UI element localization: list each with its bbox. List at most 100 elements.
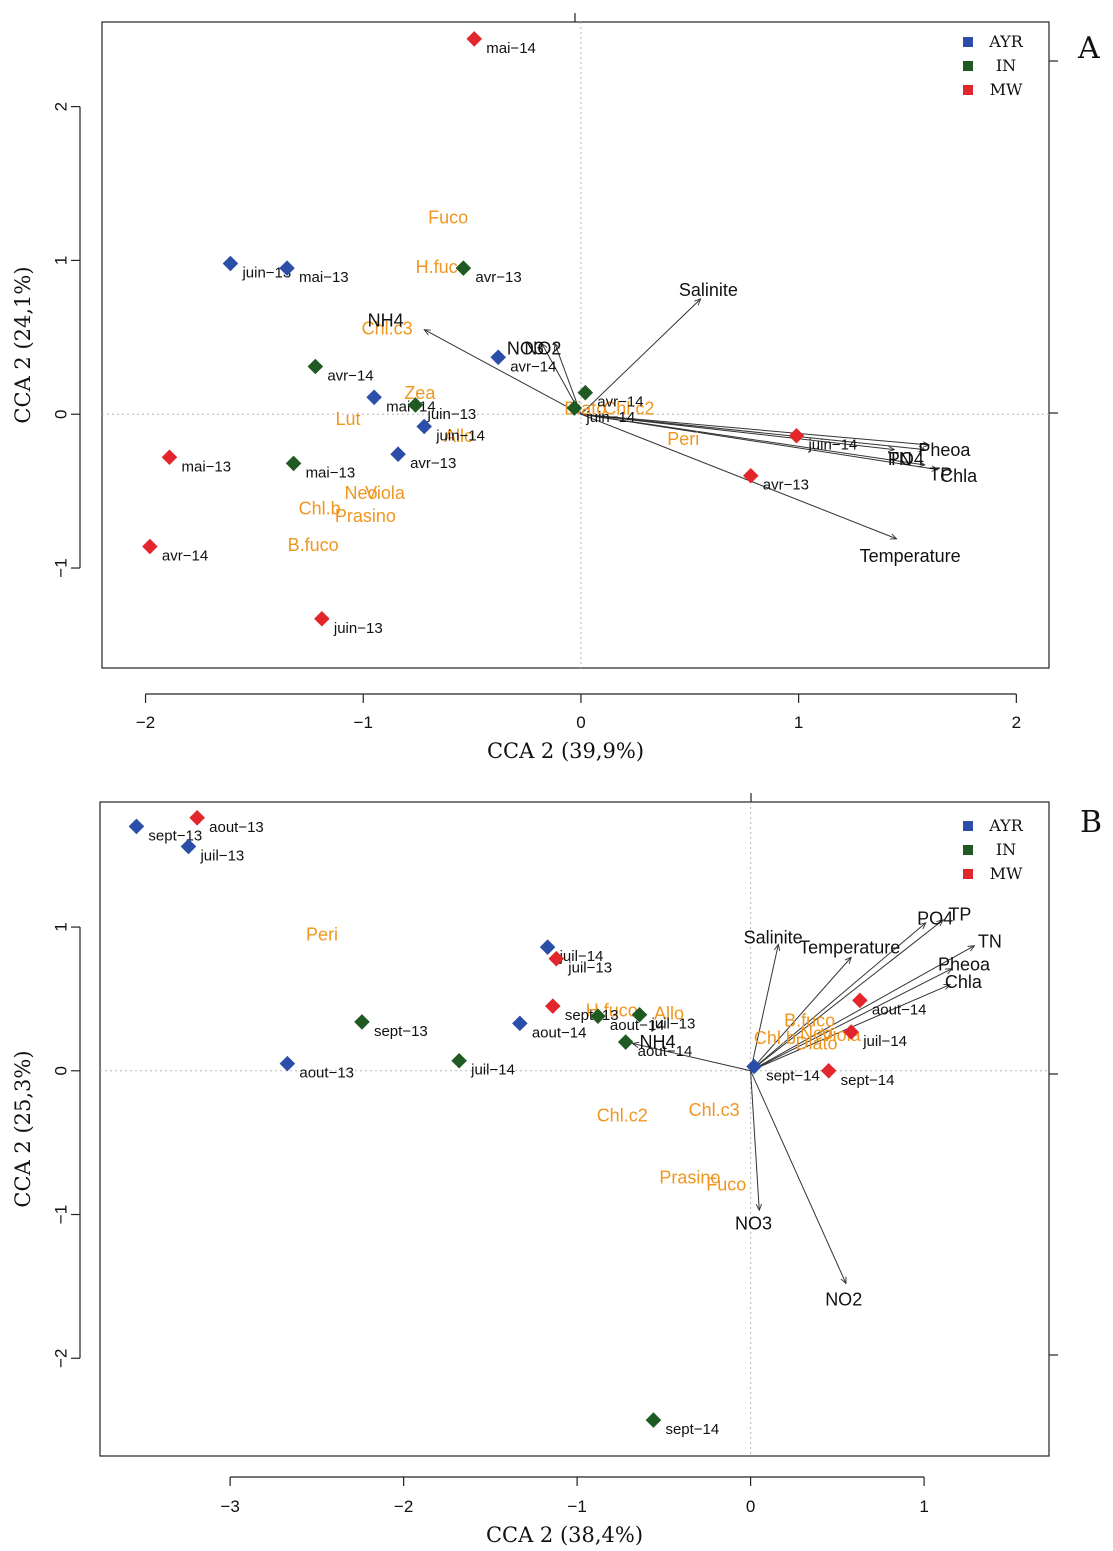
site-marker-in bbox=[354, 1014, 370, 1030]
legend-label: AYR bbox=[988, 816, 1023, 835]
env-vector-arrow bbox=[580, 299, 701, 415]
species-label: Peri bbox=[667, 429, 699, 449]
env-variable-label: Pheoa bbox=[918, 440, 971, 460]
y-tick-label: −2 bbox=[51, 1349, 70, 1368]
site-label: avr−13 bbox=[410, 455, 456, 472]
y-tick-label: 1 bbox=[51, 922, 70, 931]
y-tick-label: −1 bbox=[51, 558, 70, 577]
env-vector-arrow bbox=[633, 1043, 751, 1072]
env-variable-label: NO3 bbox=[507, 338, 544, 358]
site-label: juil−14 bbox=[862, 1033, 907, 1050]
site-marker-ayr bbox=[180, 838, 197, 855]
site-label: avr−13 bbox=[763, 477, 809, 494]
site-marker-ayr bbox=[128, 818, 145, 835]
env-variable-label: Temperature bbox=[860, 546, 961, 566]
site-marker-in bbox=[617, 1034, 634, 1050]
site-label: aout−13 bbox=[209, 819, 264, 836]
env-variable-label: TP bbox=[948, 904, 971, 924]
site-marker-in bbox=[645, 1412, 662, 1428]
env-variable-label: TN bbox=[888, 449, 912, 469]
species-label: Diato bbox=[796, 1034, 838, 1054]
site-marker-ayr bbox=[222, 255, 239, 272]
species-label: Fuco bbox=[428, 208, 468, 228]
legend-label: AYR bbox=[988, 32, 1023, 51]
site-marker-mw bbox=[788, 427, 805, 444]
site-label: avr−14 bbox=[597, 394, 643, 411]
panel-letter: B bbox=[1080, 805, 1102, 840]
plot-frame bbox=[99, 801, 1050, 1457]
env-variable-label: PO4 bbox=[917, 909, 953, 929]
species-label: Chl.b bbox=[299, 498, 341, 518]
species-label: Lut bbox=[335, 409, 360, 429]
site-marker-ayr bbox=[366, 389, 382, 406]
site-label: juil−14 bbox=[470, 1062, 515, 1079]
species-label: Neo bbox=[800, 1024, 833, 1044]
y-tick-label: 1 bbox=[51, 256, 70, 265]
species-label: Zea bbox=[404, 383, 436, 403]
site-label: sept−13 bbox=[148, 827, 202, 844]
species-label: Viola bbox=[365, 483, 406, 503]
env-variable-label: PO4 bbox=[888, 449, 924, 469]
env-variable-label: NH4 bbox=[368, 311, 404, 331]
legend-swatch bbox=[963, 869, 973, 879]
legend-swatch bbox=[963, 61, 973, 71]
site-label: mai−13 bbox=[299, 269, 349, 286]
site-label: juin−14 bbox=[807, 437, 857, 454]
env-vector-arrow bbox=[750, 920, 944, 1072]
x-tick-label: 0 bbox=[576, 713, 585, 732]
legend-swatch bbox=[963, 37, 973, 47]
species-label: Neo bbox=[345, 483, 378, 503]
species-label: B.fuco bbox=[784, 1011, 835, 1031]
site-label: juin−13 bbox=[333, 620, 383, 637]
y-tick-label: −1 bbox=[51, 1205, 70, 1224]
site-label: sept−13 bbox=[374, 1023, 428, 1040]
env-variable-label: NO2 bbox=[825, 1290, 862, 1310]
species-label: Fuco bbox=[706, 1175, 746, 1195]
y-tick-label: 0 bbox=[51, 409, 70, 418]
site-label: aout−14 bbox=[638, 1043, 693, 1060]
site-marker-ayr bbox=[539, 939, 556, 955]
site-marker-ayr bbox=[746, 1058, 762, 1075]
site-marker-mw bbox=[545, 998, 561, 1014]
panel-b-cca-plot: −3 −2 −1 0 1 −2 −1 0 1 CCA 2 (38,4%) CCA 2 (25,3%)… bbox=[11, 793, 1102, 1547]
site-marker-mw bbox=[548, 950, 565, 967]
species-label: Chl.c2 bbox=[603, 398, 654, 418]
env-vector-arrow bbox=[750, 946, 975, 1072]
legend-swatch bbox=[963, 821, 973, 831]
env-vector-arrow bbox=[580, 413, 897, 539]
site-marker-mw bbox=[820, 1063, 837, 1079]
x-tick-label: 1 bbox=[794, 713, 803, 732]
env-variable-label: TP bbox=[929, 464, 952, 484]
species-label: Chl.c2 bbox=[597, 1106, 648, 1126]
site-label: avr−13 bbox=[475, 269, 521, 286]
site-label: aout−14 bbox=[872, 1001, 927, 1018]
env-variable-label: Salinite bbox=[744, 927, 803, 947]
species-label: Prasino bbox=[335, 506, 396, 526]
site-label: juil−13 bbox=[651, 1016, 696, 1033]
plot-frame bbox=[101, 21, 1050, 669]
site-label: avr−14 bbox=[510, 358, 556, 375]
site-marker-ayr bbox=[512, 1015, 528, 1032]
site-label: juil−13 bbox=[199, 848, 244, 865]
site-marker-in bbox=[590, 1008, 606, 1024]
species-label: Peri bbox=[306, 924, 338, 944]
env-vector-arrow bbox=[750, 1070, 846, 1284]
site-label: juin−13 bbox=[426, 406, 476, 423]
species-label: Allo bbox=[444, 426, 474, 446]
site-marker-in bbox=[285, 455, 302, 472]
env-vector-arrow bbox=[750, 923, 926, 1072]
site-label: aout−14 bbox=[532, 1024, 587, 1041]
site-label: sept−14 bbox=[665, 1421, 719, 1438]
env-variable-label: NO3 bbox=[735, 1213, 772, 1233]
env-vector-arrow bbox=[750, 957, 852, 1072]
species-label: Chl.b bbox=[754, 1028, 796, 1048]
site-label: mai−13 bbox=[306, 464, 356, 481]
legend-label: IN bbox=[996, 840, 1016, 859]
env-vector-arrow bbox=[580, 413, 938, 469]
site-marker-ayr bbox=[279, 1055, 296, 1072]
env-vector-arrow bbox=[580, 413, 929, 445]
panel-a-cca-plot: −2 −1 0 1 2 −1 0 1 2 CCA 2 (39,9%) CCA 2 (24,1%) A A… bbox=[11, 13, 1100, 763]
site-label: juil−14 bbox=[559, 948, 604, 965]
site-label: avr−14 bbox=[327, 368, 373, 385]
